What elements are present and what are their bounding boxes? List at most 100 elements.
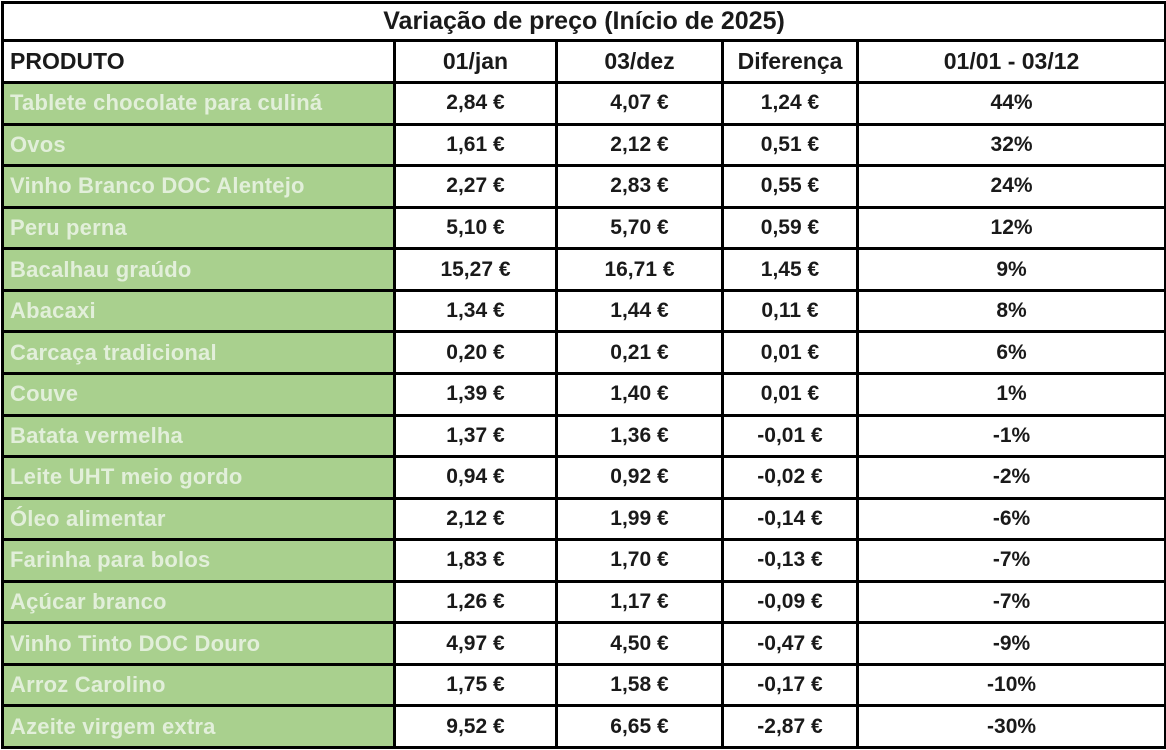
- price-dez-cell: 4,07 €: [555, 81, 724, 126]
- column-header-03dez: 03/dez: [555, 39, 724, 84]
- price-dez-cell: 6,65 €: [555, 704, 724, 749]
- percent-cell: -30%: [855, 704, 1166, 749]
- table-row: Ovos 1,61 € 2,12 € 0,51 € 32%: [1, 122, 1166, 168]
- price-dez-cell: 1,70 €: [555, 538, 724, 583]
- percent-cell: 12%: [855, 205, 1166, 251]
- percent-cell: -10%: [855, 662, 1166, 708]
- price-dez-cell: 1,17 €: [555, 579, 724, 625]
- price-dez-cell: 16,71 €: [555, 247, 724, 292]
- table-row: Açúcar branco 1,26 € 1,17 € -0,09 € -7%: [1, 579, 1166, 625]
- price-jan-cell: 2,27 €: [393, 164, 558, 209]
- price-jan-cell: 1,75 €: [393, 662, 558, 708]
- price-dez-cell: 4,50 €: [555, 621, 724, 666]
- difference-cell: 0,51 €: [721, 122, 859, 168]
- price-dez-cell: 0,92 €: [555, 455, 724, 500]
- product-name-cell: Vinho Branco DOC Alentejo: [1, 164, 396, 209]
- percent-cell: 24%: [855, 164, 1166, 209]
- product-name-cell: Bacalhau graúdo: [1, 247, 396, 292]
- percent-cell: -1%: [855, 413, 1166, 459]
- product-name-cell: Abacaxi: [1, 288, 396, 334]
- table-row: Peru perna 5,10 € 5,70 € 0,59 € 12%: [1, 205, 1166, 251]
- product-name-cell: Tablete chocolate para culiná: [1, 81, 396, 126]
- price-jan-cell: 1,37 €: [393, 413, 558, 459]
- table-body: Tablete chocolate para culiná 2,84 € 4,0…: [1, 81, 1166, 749]
- difference-cell: -0,01 €: [721, 413, 859, 459]
- price-dez-cell: 1,44 €: [555, 288, 724, 334]
- product-name-cell: Carcaça tradicional: [1, 330, 396, 375]
- percent-cell: -6%: [855, 496, 1166, 542]
- title-row: Variação de preço (Início de 2025): [0, 1, 1166, 42]
- percent-cell: 8%: [855, 288, 1166, 334]
- table-row: Azeite virgem extra 9,52 € 6,65 € -2,87 …: [1, 704, 1166, 749]
- percent-cell: 9%: [855, 247, 1166, 292]
- table-row: Óleo alimentar 2,12 € 1,99 € -0,14 € -6%: [1, 496, 1166, 542]
- difference-cell: -0,13 €: [721, 538, 859, 583]
- table-row: Farinha para bolos 1,83 € 1,70 € -0,13 €…: [1, 538, 1166, 583]
- price-jan-cell: 15,27 €: [393, 247, 558, 292]
- table-row: Batata vermelha 1,37 € 1,36 € -0,01 € -1…: [1, 413, 1166, 459]
- table-row: Bacalhau graúdo 15,27 € 16,71 € 1,45 € 9…: [1, 247, 1166, 292]
- column-header-produto: PRODUTO: [1, 39, 396, 84]
- price-jan-cell: 1,39 €: [393, 371, 558, 417]
- difference-cell: 0,11 €: [721, 288, 859, 334]
- difference-cell: 0,55 €: [721, 164, 859, 209]
- price-dez-cell: 2,83 €: [555, 164, 724, 209]
- percent-cell: -9%: [855, 621, 1166, 666]
- column-header-period: 01/01 - 03/12: [855, 39, 1166, 84]
- column-header-diferenca: Diferença: [721, 39, 859, 84]
- product-name-cell: Óleo alimentar: [1, 496, 396, 542]
- difference-cell: 0,01 €: [721, 330, 859, 375]
- difference-cell: -0,09 €: [721, 579, 859, 625]
- product-name-cell: Leite UHT meio gordo: [1, 455, 396, 500]
- price-dez-cell: 1,36 €: [555, 413, 724, 459]
- difference-cell: 1,45 €: [721, 247, 859, 292]
- difference-cell: 1,24 €: [721, 81, 859, 126]
- price-jan-cell: 0,94 €: [393, 455, 558, 500]
- price-jan-cell: 2,84 €: [393, 81, 558, 126]
- percent-cell: -7%: [855, 579, 1166, 625]
- price-jan-cell: 1,83 €: [393, 538, 558, 583]
- price-jan-cell: 2,12 €: [393, 496, 558, 542]
- table-row: Tablete chocolate para culiná 2,84 € 4,0…: [1, 81, 1166, 126]
- product-name-cell: Arroz Carolino: [1, 662, 396, 708]
- difference-cell: -0,14 €: [721, 496, 859, 542]
- percent-cell: 6%: [855, 330, 1166, 375]
- column-header-01jan: 01/jan: [393, 39, 558, 84]
- table-row: Vinho Tinto DOC Douro 4,97 € 4,50 € -0,4…: [1, 621, 1166, 666]
- price-jan-cell: 1,26 €: [393, 579, 558, 625]
- price-dez-cell: 2,12 €: [555, 122, 724, 168]
- product-name-cell: Vinho Tinto DOC Douro: [1, 621, 396, 666]
- price-jan-cell: 0,20 €: [393, 330, 558, 375]
- price-jan-cell: 1,34 €: [393, 288, 558, 334]
- difference-cell: -0,47 €: [721, 621, 859, 666]
- price-jan-cell: 4,97 €: [393, 621, 558, 666]
- table-row: Abacaxi 1,34 € 1,44 € 0,11 € 8%: [1, 288, 1166, 334]
- product-name-cell: Peru perna: [1, 205, 396, 251]
- difference-cell: -0,17 €: [721, 662, 859, 708]
- difference-cell: -2,87 €: [721, 704, 859, 749]
- header-row: PRODUTO 01/jan 03/dez Diferença 01/01 - …: [1, 39, 1166, 84]
- price-jan-cell: 9,52 €: [393, 704, 558, 749]
- percent-cell: 1%: [855, 371, 1166, 417]
- product-name-cell: Batata vermelha: [1, 413, 396, 459]
- product-name-cell: Açúcar branco: [1, 579, 396, 625]
- percent-cell: -2%: [855, 455, 1166, 500]
- price-dez-cell: 1,99 €: [555, 496, 724, 542]
- price-jan-cell: 5,10 €: [393, 205, 558, 251]
- table-title: Variação de preço (Início de 2025): [0, 1, 1166, 42]
- table-row: Arroz Carolino 1,75 € 1,58 € -0,17 € -10…: [1, 662, 1166, 708]
- difference-cell: -0,02 €: [721, 455, 859, 500]
- percent-cell: -7%: [855, 538, 1166, 583]
- product-name-cell: Ovos: [1, 122, 396, 168]
- price-dez-cell: 5,70 €: [555, 205, 724, 251]
- price-dez-cell: 1,40 €: [555, 371, 724, 417]
- table-row: Leite UHT meio gordo 0,94 € 0,92 € -0,02…: [1, 455, 1166, 500]
- product-name-cell: Farinha para bolos: [1, 538, 396, 583]
- percent-cell: 44%: [855, 81, 1166, 126]
- difference-cell: 0,59 €: [721, 205, 859, 251]
- price-jan-cell: 1,61 €: [393, 122, 558, 168]
- table-row: Couve 1,39 € 1,40 € 0,01 € 1%: [1, 371, 1166, 417]
- percent-cell: 32%: [855, 122, 1166, 168]
